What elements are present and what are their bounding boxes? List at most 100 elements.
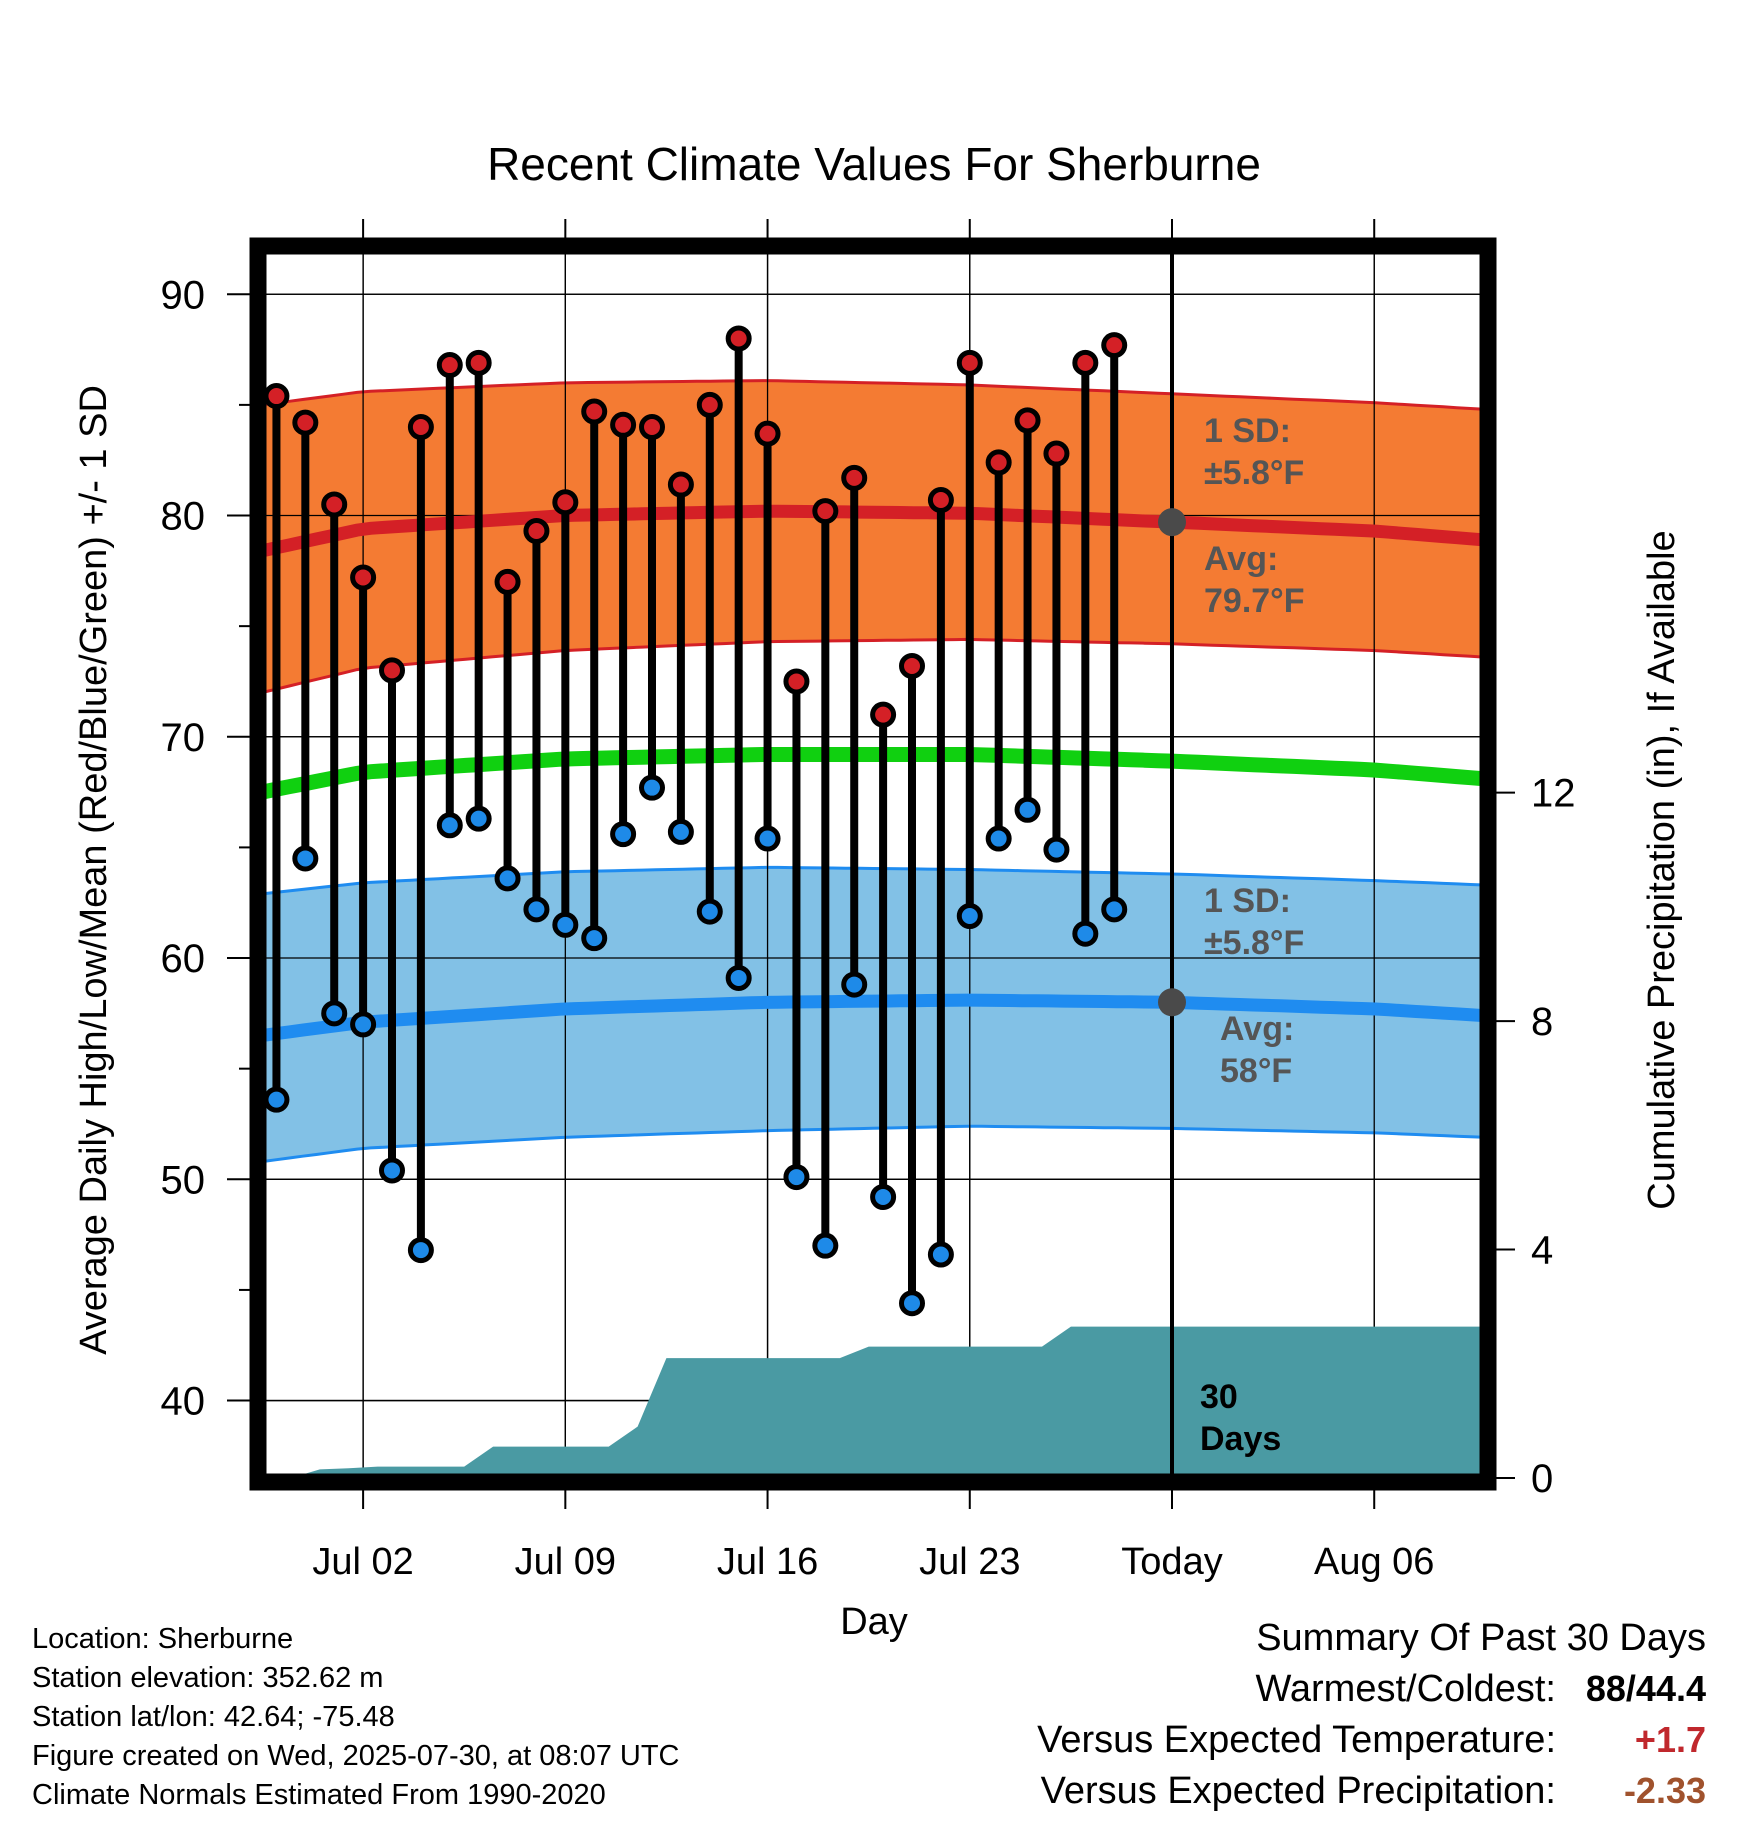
- low-point: [870, 1183, 897, 1210]
- warmest-label: Warmest/Coldest:: [1255, 1668, 1556, 1710]
- high-sd-band-lower-edge: [262, 637, 1484, 694]
- y-tick-label: 80: [161, 495, 206, 539]
- low-point: [956, 902, 983, 929]
- high-point: [292, 409, 319, 436]
- high-point: [725, 325, 752, 352]
- low-point: [407, 1237, 434, 1264]
- prcp-value: -2.33: [1623, 1770, 1706, 1811]
- low-point: [610, 821, 637, 848]
- y-tick-label: 70: [161, 716, 206, 760]
- low-point: [1043, 836, 1070, 863]
- days-label-number: 30: [1200, 1378, 1238, 1416]
- x-tick-label: Jul 09: [515, 1541, 616, 1583]
- high-sd-band-upper-edge: [262, 379, 1484, 411]
- low-point: [552, 911, 579, 938]
- low-point: [1014, 796, 1041, 823]
- low-point: [263, 1086, 290, 1113]
- chart-title: Recent Climate Values For Sherburne: [487, 138, 1261, 190]
- low-point: [1072, 920, 1099, 947]
- elevation-text: Station elevation: 352.62 m: [32, 1662, 384, 1694]
- high-point: [667, 471, 694, 498]
- high-point: [610, 411, 637, 438]
- high-point: [523, 518, 550, 545]
- y2-tick-label: 4: [1531, 1229, 1553, 1273]
- high-point: [1043, 440, 1070, 467]
- high-sd-band-fill: [262, 380, 1484, 693]
- low-avg-title: Avg:: [1220, 1010, 1294, 1048]
- high-point: [899, 652, 925, 679]
- x-tick-label: Today: [1121, 1541, 1222, 1583]
- high-point: [581, 398, 608, 425]
- y-tick-label: 60: [161, 937, 206, 981]
- normal-low-line: [262, 993, 1484, 1042]
- low-point: [841, 971, 868, 998]
- low-sd-band-fill: [262, 867, 1484, 1162]
- low-point: [465, 805, 492, 832]
- low-point: [985, 825, 1012, 852]
- y2-tick-label: 8: [1531, 1000, 1553, 1044]
- high-point: [379, 657, 405, 684]
- high-sd-value: ±5.8°F: [1204, 454, 1304, 492]
- high-point: [465, 349, 492, 376]
- low-avg-value: 58°F: [1220, 1052, 1292, 1090]
- low-point: [639, 774, 665, 801]
- low-point: [1101, 896, 1128, 923]
- high-point: [754, 420, 781, 447]
- location-text: Location: Sherburne: [32, 1623, 294, 1655]
- created-text: Figure created on Wed, 2025-07-30, at 08…: [32, 1740, 680, 1772]
- high-point: [639, 414, 665, 441]
- temp-value: +1.7: [1634, 1719, 1706, 1760]
- y2-axis-label: Cumulative Precipitation (in), If Availa…: [1641, 530, 1683, 1209]
- today-high-avg-dot: [1158, 508, 1186, 537]
- x-tick-label: Aug 06: [1314, 1541, 1434, 1583]
- y2-tick-label: 12: [1531, 772, 1576, 816]
- normals-text: Climate Normals Estimated From 1990-2020: [32, 1779, 606, 1811]
- today-low-avg-dot: [1158, 988, 1186, 1017]
- x-tick-label: Jul 23: [919, 1541, 1020, 1583]
- low-sd-title: 1 SD:: [1204, 882, 1291, 920]
- latlon-text: Station lat/lon: 42.64; -75.48: [32, 1701, 395, 1733]
- summary-prcp-row: Versus Expected Precipitation: -2.33: [806, 1770, 1706, 1821]
- plot-frame: [249, 237, 1497, 1491]
- summary-heading: Summary Of Past 30 Days: [1256, 1617, 1706, 1659]
- precip-area: [262, 1326, 1484, 1478]
- high-point: [870, 701, 897, 728]
- low-point: [754, 825, 781, 852]
- high-point: [1014, 407, 1041, 434]
- summary-panel: Summary Of Past 30 Days Warmest/Coldest:…: [806, 1617, 1706, 1821]
- temp-label: Versus Expected Temperature:: [1037, 1719, 1556, 1761]
- warmest-value: 88/44.4: [1585, 1668, 1706, 1709]
- high-sd-title: 1 SD:: [1204, 412, 1291, 450]
- normal-mean-line: [262, 747, 1484, 800]
- high-avg-value: 79.7°F: [1204, 582, 1305, 620]
- low-point: [927, 1241, 954, 1268]
- low-point: [696, 898, 723, 925]
- high-point: [927, 487, 954, 514]
- low-point: [379, 1157, 405, 1184]
- low-point: [783, 1164, 810, 1191]
- high-point: [783, 668, 810, 695]
- high-point: [956, 349, 983, 376]
- high-point: [696, 391, 723, 418]
- low-sd-band-lower-edge: [262, 1124, 1484, 1164]
- days-label-text: Days: [1200, 1420, 1281, 1458]
- plot-content: [262, 250, 1484, 1478]
- location-info: Location: Sherburne Station elevation: 3…: [32, 1620, 680, 1815]
- low-sd-band-upper-edge: [262, 865, 1484, 896]
- low-point: [667, 818, 694, 845]
- high-point: [1101, 332, 1128, 359]
- high-point: [436, 352, 463, 379]
- x-axis-label: Day: [840, 1601, 908, 1643]
- low-point: [523, 896, 550, 923]
- x-tick-label: Jul 16: [717, 1541, 818, 1583]
- high-point: [552, 489, 579, 516]
- y-tick-label: 40: [161, 1380, 206, 1424]
- high-point: [494, 568, 521, 595]
- x-tick-label: Jul 02: [312, 1541, 413, 1583]
- high-point: [263, 383, 290, 410]
- high-point: [985, 449, 1012, 476]
- plot-area: 1 SD: ±5.8°F Avg: 79.7°F 1 SD: ±5.8°F Avg: 58°F…: [161, 219, 1576, 1583]
- low-point: [321, 1000, 348, 1027]
- high-point: [350, 564, 377, 591]
